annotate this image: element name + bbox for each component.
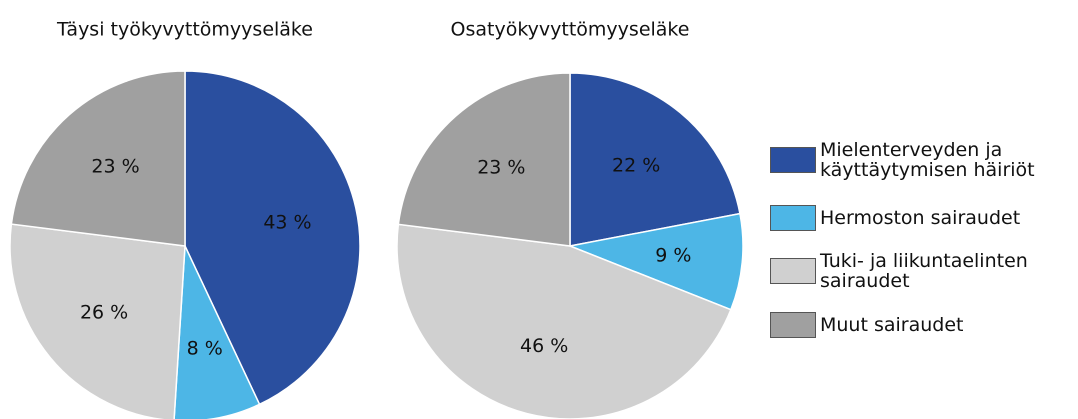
legend-label: Muut sairaudet	[820, 314, 964, 336]
legend-item: Hermoston sairaudet	[770, 205, 1078, 231]
legend-swatch	[770, 147, 816, 173]
pie-slice	[173, 245, 261, 419]
legend-swatch	[770, 258, 816, 284]
value-label: 22 %	[612, 155, 660, 177]
legend-swatch	[770, 312, 816, 338]
legend-label: Hermoston sairaudet	[820, 207, 1021, 229]
value-label: 23 %	[477, 157, 525, 179]
legend-item: Mielenterveyden ja käyttäytymisen häiriö…	[770, 140, 1078, 180]
pie-slice	[184, 70, 361, 406]
value-label: 9 %	[655, 244, 691, 266]
value-label: 26 %	[80, 301, 128, 323]
legend-item: Muut sairaudet	[770, 312, 1078, 338]
pie-slice	[9, 223, 186, 419]
legend-label: Mielenterveyden ja käyttäytymisen häiriö…	[820, 139, 1035, 181]
pie-slice	[396, 223, 732, 419]
value-label: 8 %	[187, 338, 223, 360]
pie-slice	[569, 72, 741, 247]
legend-label: Tuki- ja liikuntaelinten sairaudet	[820, 250, 1028, 292]
legend-swatch	[770, 205, 816, 231]
pie-slice	[567, 212, 744, 311]
value-label: 43 %	[263, 212, 311, 234]
legend-item: Tuki- ja liikuntaelinten sairaudet	[770, 251, 1078, 291]
pie-slice	[10, 70, 186, 247]
pie-slice	[397, 72, 571, 247]
value-label: 46 %	[520, 335, 568, 357]
chart-title: Täysi työkyvyttömyyseläke	[56, 19, 313, 41]
value-label: 23 %	[91, 156, 139, 178]
chart-title: Osatyökyvyttömyyseläke	[451, 19, 690, 41]
